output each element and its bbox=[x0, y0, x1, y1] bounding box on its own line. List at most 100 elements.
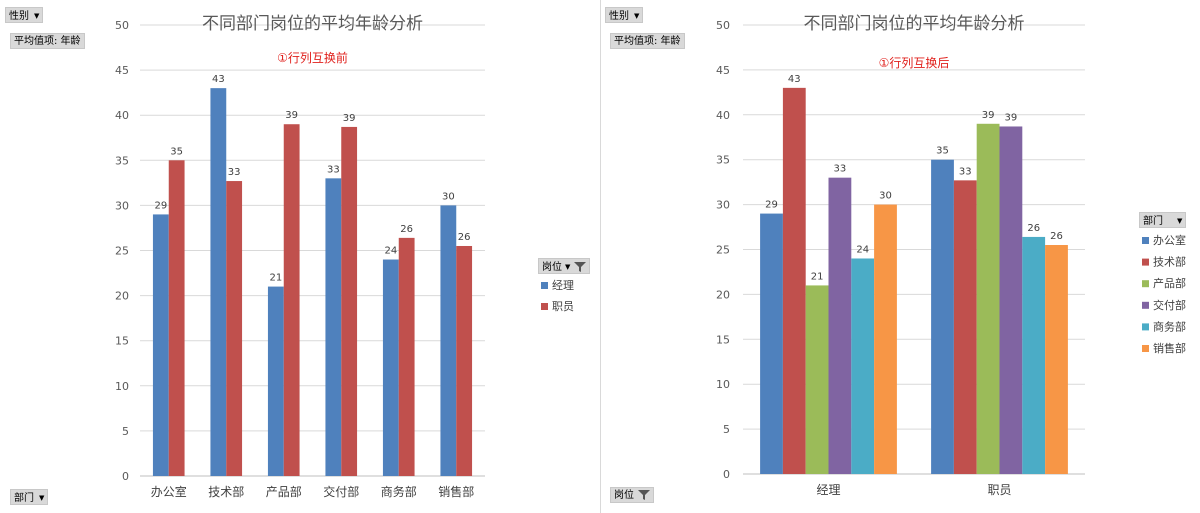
data-label: 33 bbox=[959, 166, 972, 177]
chevron-down-icon: ▼ bbox=[565, 263, 571, 271]
y-tick-label: 20 bbox=[115, 290, 129, 303]
y-tick-label: 5 bbox=[122, 425, 129, 438]
data-label: 33 bbox=[228, 167, 241, 178]
legend-field-label: 岗位 bbox=[542, 262, 562, 273]
bar[interactable] bbox=[828, 177, 852, 474]
bar[interactable] bbox=[805, 285, 829, 474]
bar[interactable] bbox=[976, 123, 1000, 474]
value-field-button[interactable]: 平均值项: 年龄 bbox=[610, 33, 685, 49]
bar[interactable] bbox=[999, 126, 1023, 474]
y-tick-label: 0 bbox=[122, 470, 129, 483]
chevron-down-icon: ▼ bbox=[39, 494, 45, 502]
bar[interactable] bbox=[283, 124, 300, 476]
bar[interactable] bbox=[398, 237, 415, 476]
bar[interactable] bbox=[782, 87, 806, 475]
data-label: 43 bbox=[212, 74, 225, 85]
legend-label: 办公室 bbox=[1153, 233, 1186, 247]
data-label: 39 bbox=[343, 113, 356, 124]
chart-subtitle: ①行列互换前 bbox=[277, 50, 348, 65]
bar[interactable] bbox=[931, 159, 954, 474]
bar[interactable] bbox=[953, 180, 977, 474]
chart-subtitle: ①行列互换后 bbox=[879, 56, 950, 70]
data-label: 35 bbox=[170, 146, 183, 157]
data-label: 26 bbox=[458, 232, 471, 243]
axis-field-label: 部门 bbox=[14, 493, 34, 504]
legend-swatch bbox=[1142, 323, 1149, 331]
axis-field-label: 岗位 bbox=[614, 490, 634, 501]
bar-chart-right: 0 5 10 15 20 25 30 35 40 45 50 不同部门岗位的平均年龄分析 ①行列互换后 2… bbox=[716, 14, 1186, 497]
legend-label: 经理 bbox=[552, 279, 574, 292]
value-field-button[interactable]: 平均值项: 年龄 bbox=[10, 33, 85, 49]
y-tick-label: 35 bbox=[716, 154, 730, 167]
bar[interactable] bbox=[760, 213, 783, 474]
bar[interactable] bbox=[325, 178, 342, 476]
bar[interactable] bbox=[456, 245, 473, 476]
axis-field-button-position[interactable]: 岗位 bbox=[610, 487, 654, 503]
chevron-down-icon: ▼ bbox=[1177, 217, 1183, 225]
value-field-label: 平均值项: 年龄 bbox=[614, 36, 681, 47]
filter-button-gender[interactable]: 性别 ▼ bbox=[605, 7, 644, 23]
bar[interactable] bbox=[1045, 245, 1068, 474]
category-label: 交付部 bbox=[323, 484, 359, 499]
data-label: 26 bbox=[1027, 223, 1040, 234]
chart-title: 不同部门岗位的平均年龄分析 bbox=[804, 14, 1025, 34]
data-label: 39 bbox=[982, 110, 995, 121]
y-tick-label: 50 bbox=[115, 19, 129, 32]
legend-label: 产品部 bbox=[1153, 276, 1186, 290]
bar[interactable] bbox=[267, 286, 284, 476]
bar[interactable] bbox=[382, 259, 399, 476]
filter-button-gender[interactable]: 性别 ▼ bbox=[5, 7, 44, 23]
legend-swatch bbox=[541, 282, 548, 289]
data-label: 24 bbox=[384, 246, 397, 257]
y-tick-label: 15 bbox=[115, 335, 129, 348]
data-label: 33 bbox=[327, 164, 340, 175]
chevron-down-icon: ▼ bbox=[34, 12, 40, 20]
legend-label: 交付部 bbox=[1153, 298, 1186, 312]
legend-label: 销售部 bbox=[1153, 341, 1186, 355]
filter-button-label: 性别 bbox=[9, 11, 29, 22]
data-label: 21 bbox=[269, 273, 282, 284]
legend-swatch bbox=[1142, 301, 1149, 309]
data-label: 33 bbox=[834, 164, 847, 175]
legend-label: 技术部 bbox=[1153, 255, 1186, 269]
y-tick-label: 50 bbox=[716, 19, 730, 32]
bar[interactable] bbox=[341, 126, 358, 477]
category-label: 职员 bbox=[987, 483, 1011, 497]
legend-swatch bbox=[541, 303, 548, 310]
data-label: 21 bbox=[811, 271, 824, 282]
y-tick-label: 35 bbox=[115, 154, 129, 167]
bar[interactable] bbox=[152, 214, 169, 477]
data-label: 39 bbox=[1005, 112, 1018, 123]
bar[interactable] bbox=[1022, 236, 1046, 474]
y-tick-label: 0 bbox=[723, 468, 730, 481]
y-tick-label: 10 bbox=[115, 380, 129, 393]
chart-title: 不同部门岗位的平均年龄分析 bbox=[202, 14, 423, 34]
bar[interactable] bbox=[874, 204, 897, 474]
data-label: 30 bbox=[879, 191, 892, 202]
data-label: 35 bbox=[936, 146, 949, 157]
bar[interactable] bbox=[226, 181, 243, 476]
pivot-chart-right: 0 5 10 15 20 25 30 35 40 45 50 不同部门岗位的平均年龄分析 ①行列互换后 2… bbox=[600, 0, 1200, 513]
filter-icon bbox=[574, 262, 587, 272]
legend-swatch bbox=[1142, 237, 1149, 244]
data-label: 39 bbox=[285, 110, 298, 121]
legend-field-button-position[interactable]: 岗位 ▼ bbox=[538, 258, 591, 274]
axis-field-button-department[interactable]: 部门 ▼ bbox=[10, 489, 49, 505]
y-tick-label: 40 bbox=[716, 109, 730, 122]
bar[interactable] bbox=[210, 88, 227, 476]
category-label: 销售部 bbox=[438, 484, 474, 499]
y-tick-label: 15 bbox=[716, 333, 730, 346]
y-tick-label: 40 bbox=[115, 109, 129, 122]
filter-icon bbox=[638, 490, 650, 500]
bar[interactable] bbox=[851, 258, 875, 474]
bar[interactable] bbox=[168, 160, 185, 477]
data-label: 26 bbox=[1050, 231, 1063, 242]
data-label: 24 bbox=[856, 244, 869, 255]
legend-swatch bbox=[1142, 258, 1149, 266]
legend-label: 商务部 bbox=[1153, 319, 1186, 333]
bar[interactable] bbox=[440, 205, 457, 476]
bar-chart-left: 0 5 10 15 20 25 30 35 40 45 50 不同部门岗位的平均年龄分析 ①行列互换前 2… bbox=[115, 14, 574, 499]
chevron-down-icon: ▼ bbox=[634, 12, 640, 20]
value-field-label: 平均值项: 年龄 bbox=[14, 36, 81, 47]
legend-field-button-department[interactable]: 部门 ▼ bbox=[1139, 212, 1187, 228]
